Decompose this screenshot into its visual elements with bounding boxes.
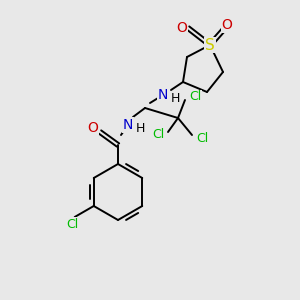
Text: N: N (123, 118, 133, 132)
Text: H: H (171, 92, 180, 104)
Text: O: O (177, 21, 188, 35)
Text: S: S (205, 38, 215, 52)
Text: Cl: Cl (152, 128, 164, 142)
Text: O: O (88, 121, 98, 135)
Text: Cl: Cl (196, 131, 208, 145)
Text: Cl: Cl (189, 91, 201, 103)
Text: O: O (222, 18, 232, 32)
Text: Cl: Cl (67, 218, 79, 230)
Text: H: H (136, 122, 146, 134)
Text: N: N (158, 88, 168, 102)
